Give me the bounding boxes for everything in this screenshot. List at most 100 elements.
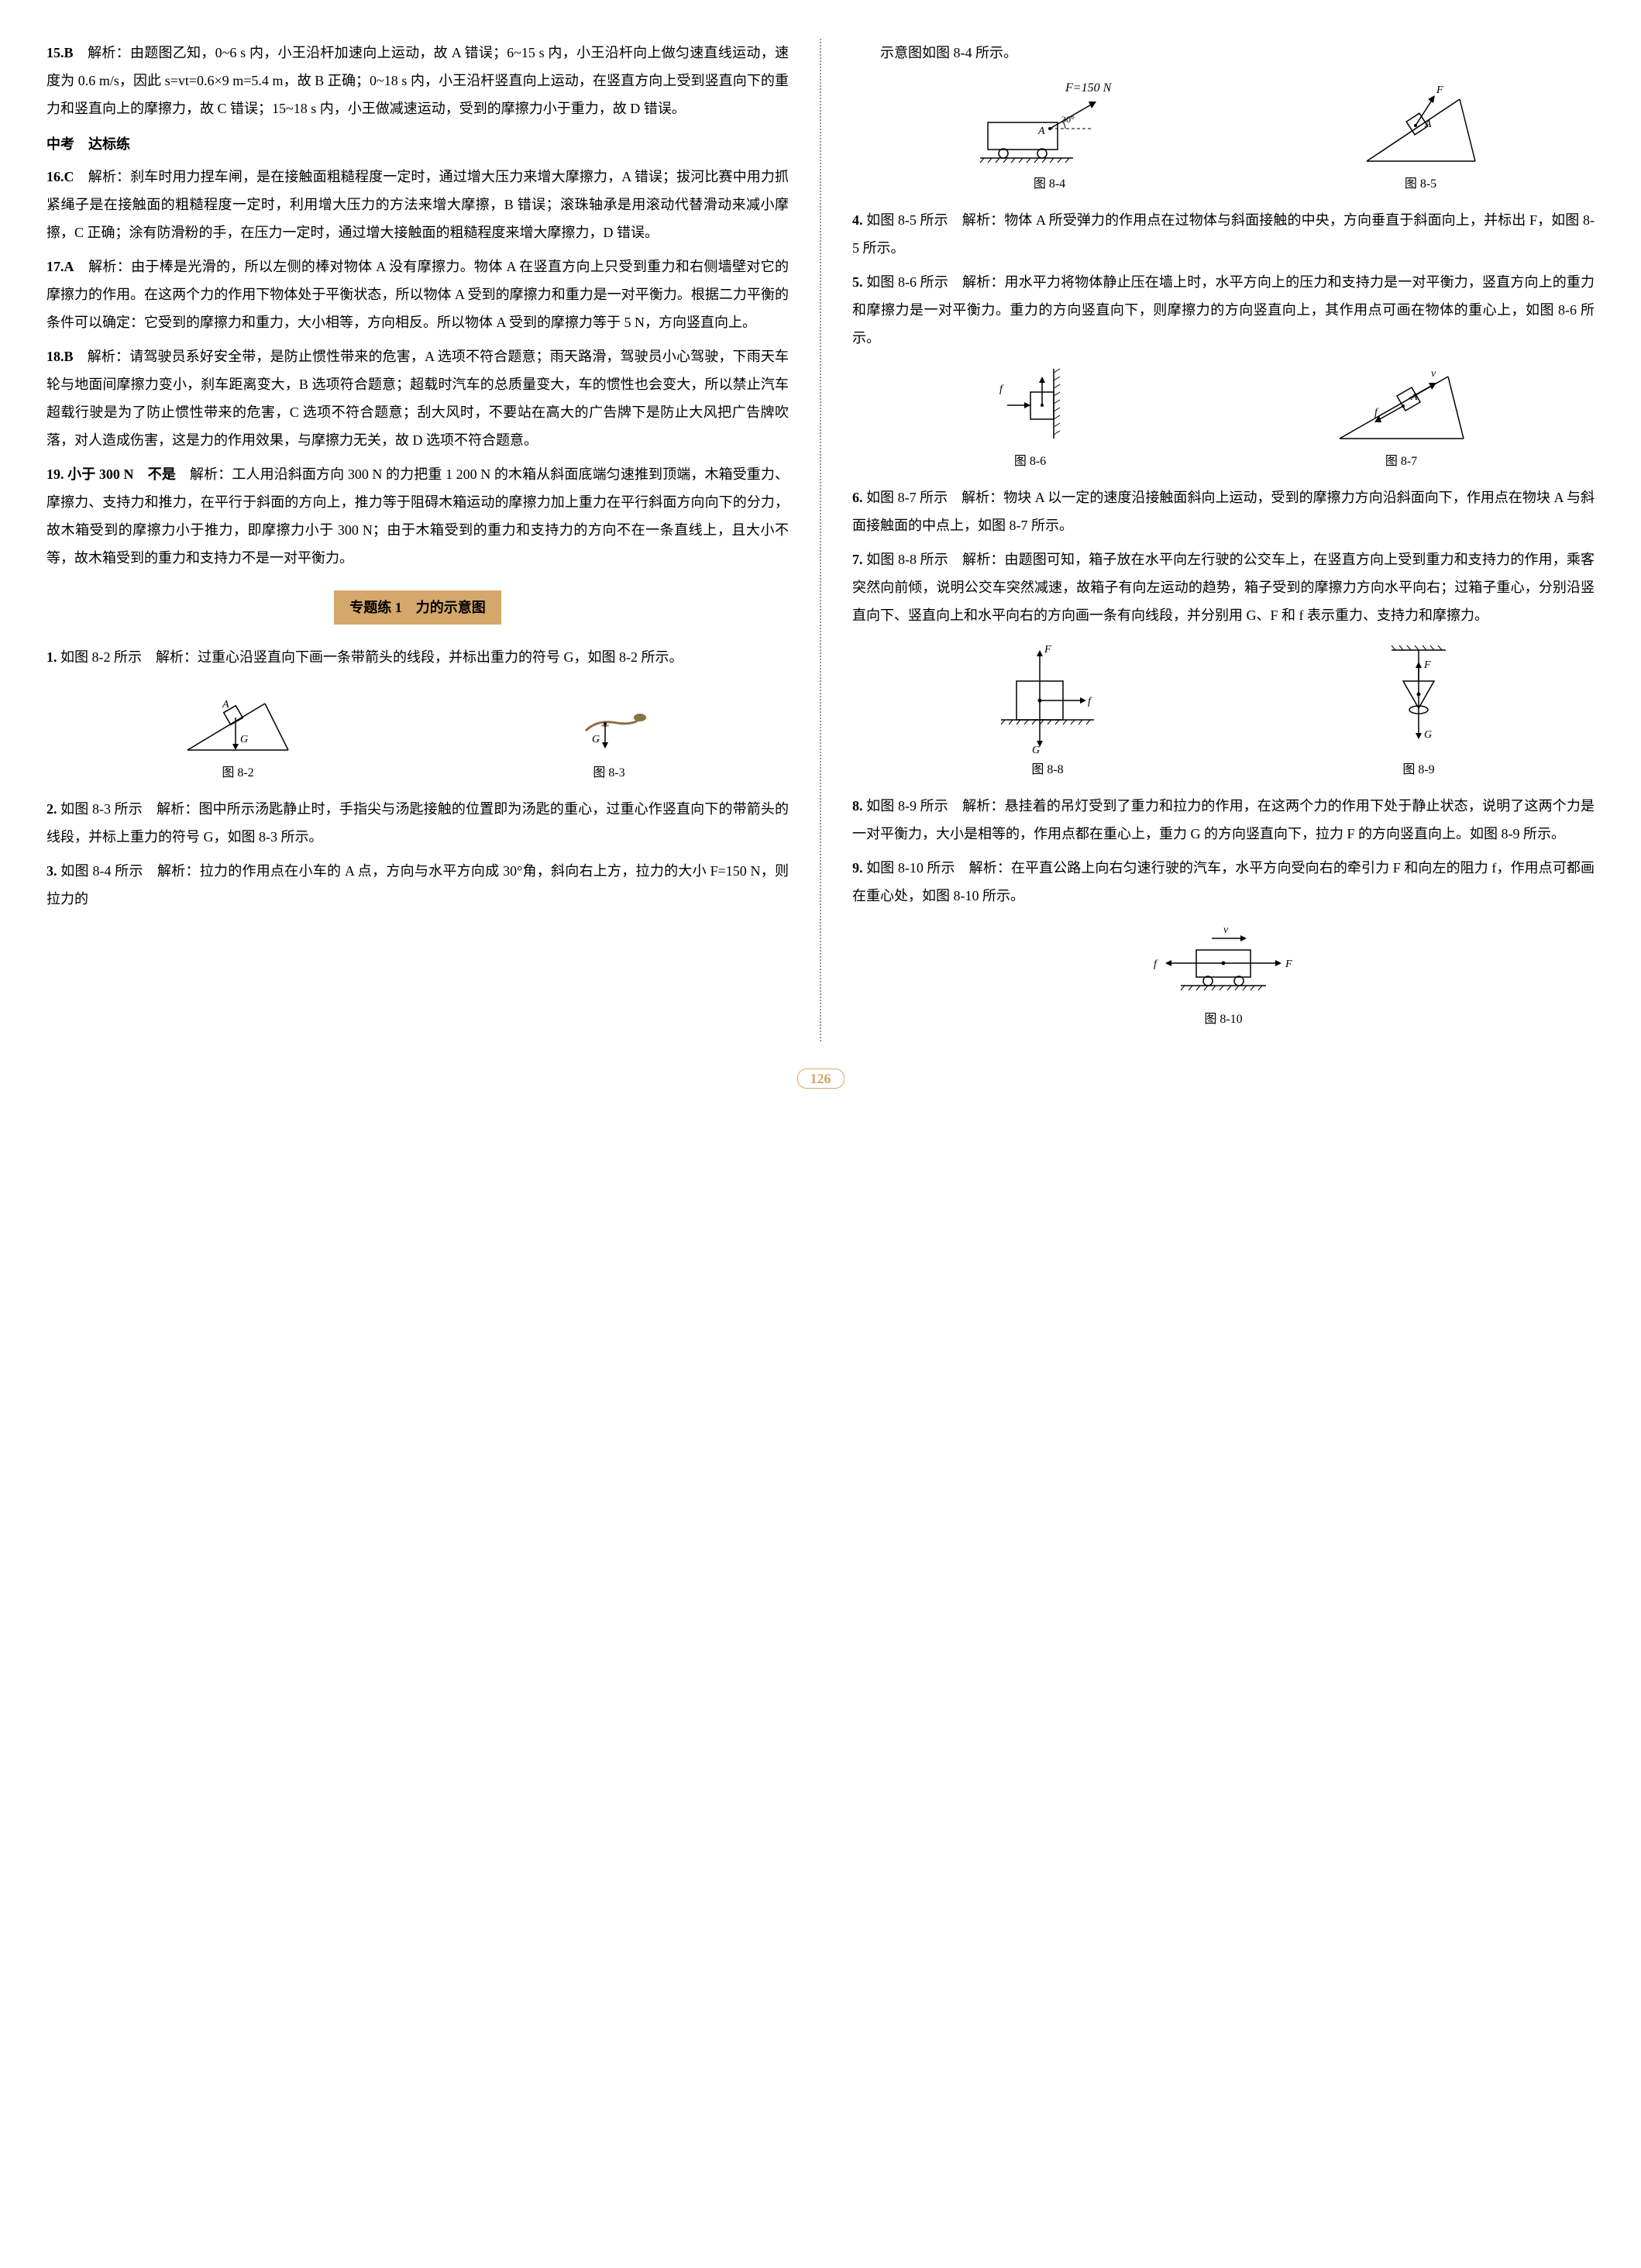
fig-8-7-caption: 图 8-7 xyxy=(1385,449,1417,474)
q15: 15.B 解析：由题图乙知，0~6 s 内，小王沿杆加速向上运动，故 A 错误；… xyxy=(46,39,789,122)
q15-label: 15.B xyxy=(46,45,74,60)
p7-label: 7. xyxy=(852,552,863,567)
fig-8-9-svg: F G xyxy=(1368,638,1469,755)
fig-row-8-2-3: A G 图 8-2 G 图 8-3 xyxy=(46,680,789,786)
fig-8-4-svg: F=150 N A 30° xyxy=(965,76,1135,169)
q19-label: 19. 小于 300 N 不是 xyxy=(46,466,176,482)
svg-text:f: f xyxy=(1088,696,1092,707)
cont-text: 示意图如图 8-4 所示。 xyxy=(852,39,1595,67)
fig-8-5-caption: 图 8-5 xyxy=(1405,172,1436,197)
p5: 5. 如图 8-6 所示 解析：用水平力将物体静止压在墙上时，水平方向上的压力和… xyxy=(852,268,1595,352)
svg-text:v: v xyxy=(1431,368,1436,380)
p6: 6. 如图 8-7 所示 解析：物块 A 以一定的速度沿接触面斜向上运动，受到的… xyxy=(852,484,1595,539)
fig-8-4: F=150 N A 30° 图 8-4 xyxy=(965,76,1135,197)
q18-label: 18.B xyxy=(46,349,74,364)
svg-text:A: A xyxy=(222,699,229,711)
svg-text:F: F xyxy=(1423,659,1431,671)
p5-text: 如图 8-6 所示 解析：用水平力将物体静止压在墙上时，水平方向上的压力和支持力… xyxy=(852,274,1595,346)
fig-8-8: F G f 图 8-8 xyxy=(978,638,1117,783)
svg-text:G: G xyxy=(240,734,248,745)
svg-text:F: F xyxy=(1285,958,1292,970)
q17: 17.A 解析：由于棒是光滑的，所以左侧的棒对物体 A 没有摩擦力。物体 A 在… xyxy=(46,253,789,336)
fig-row-8-10: F f v 图 8-10 xyxy=(852,919,1595,1032)
p8-label: 8. xyxy=(852,798,863,814)
p3: 3. 如图 8-4 所示 解析：拉力的作用点在小车的 A 点，方向与水平方向成 … xyxy=(46,857,789,913)
fig-8-7-svg: A v f xyxy=(1332,361,1471,446)
fig-8-3: G 图 8-3 xyxy=(562,680,655,786)
q16-text: 解析：刹车时用力捏车闸，是在接触面粗糙程度一定时，通过增大压力来增大摩擦力，A … xyxy=(46,169,789,240)
svg-text:F: F xyxy=(1044,644,1051,656)
q17-text: 解析：由于棒是光滑的，所以左侧的棒对物体 A 没有摩擦力。物体 A 在竖直方向上… xyxy=(46,259,789,330)
p4-label: 4. xyxy=(852,212,863,228)
column-divider xyxy=(820,39,821,1041)
q19: 19. 小于 300 N 不是 解析：工人用沿斜面方向 300 N 的力把重 1… xyxy=(46,460,789,572)
p8: 8. 如图 8-9 所示 解析：悬挂着的吊灯受到了重力和拉力的作用，在这两个力的… xyxy=(852,792,1595,848)
p4-text: 如图 8-5 所示 解析：物体 A 所受弹力的作用点在过物体与斜面接触的中央，方… xyxy=(852,212,1595,256)
p4: 4. 如图 8-5 所示 解析：物体 A 所受弹力的作用点在过物体与斜面接触的中… xyxy=(852,206,1595,262)
fig-8-2-svg: A G xyxy=(180,680,296,758)
topic-header-wrap: 专题练 1 力的示意图 xyxy=(46,581,789,634)
svg-text:G: G xyxy=(1032,745,1040,755)
left-column: 15.B 解析：由题图乙知，0~6 s 内，小王沿杆加速向上运动，故 A 错误；… xyxy=(46,39,789,1041)
fig-8-8-svg: F G f xyxy=(978,638,1117,755)
q16-label: 16.C xyxy=(46,169,74,184)
page-container: 15.B 解析：由题图乙知，0~6 s 内，小王沿杆加速向上运动，故 A 错误；… xyxy=(46,39,1595,1041)
fig-8-8-caption: 图 8-8 xyxy=(1031,758,1063,783)
fig-row-8-6-7: f 图 8-6 A v f xyxy=(852,361,1595,474)
p5-label: 5. xyxy=(852,274,863,290)
svg-text:A: A xyxy=(1037,126,1045,137)
svg-text:F: F xyxy=(1436,84,1443,96)
fig-8-5-svg: A F xyxy=(1359,76,1483,169)
p9-label: 9. xyxy=(852,860,863,876)
q15-text: 解析：由题图乙知，0~6 s 内，小王沿杆加速向上运动，故 A 错误；6~15 … xyxy=(46,45,789,116)
svg-text:G: G xyxy=(592,734,600,745)
fig-row-8-8-9: F G f 图 8-8 xyxy=(852,638,1595,783)
fig-row-8-4-5: F=150 N A 30° 图 8-4 xyxy=(852,76,1595,197)
svg-text:f: f xyxy=(1154,958,1158,970)
p7: 7. 如图 8-8 所示 解析：由题图可知，箱子放在水平向左行驶的公交车上，在竖… xyxy=(852,545,1595,629)
fig-8-10-svg: F f v xyxy=(1138,919,1309,1004)
p1-text: 如图 8-2 所示 解析：过重心沿竖直向下画一条带箭头的线段，并标出重力的符号 … xyxy=(57,649,683,665)
fig-8-7: A v f 图 8-7 xyxy=(1332,361,1471,474)
svg-text:30°: 30° xyxy=(1061,114,1075,125)
p2-text: 如图 8-3 所示 解析：图中所示汤匙静止时，手指尖与汤匙接触的位置即为汤匙的重… xyxy=(46,801,789,845)
page-number-value: 126 xyxy=(797,1069,845,1089)
svg-text:A: A xyxy=(1424,119,1432,130)
p2: 2. 如图 8-3 所示 解析：图中所示汤匙静止时，手指尖与汤匙接触的位置即为汤… xyxy=(46,795,789,851)
right-column: 示意图如图 8-4 所示。 F=150 N A 30° xyxy=(852,39,1595,1041)
fig-8-4-F-label: F=150 N xyxy=(1065,81,1113,95)
fig-8-2: A G 图 8-2 xyxy=(180,680,296,786)
p3-text: 如图 8-4 所示 解析：拉力的作用点在小车的 A 点，方向与水平方向成 30°… xyxy=(46,863,789,907)
p9: 9. 如图 8-10 所示 解析：在平直公路上向右匀速行驶的汽车，水平方向受向右… xyxy=(852,854,1595,910)
fig-8-10-caption: 图 8-10 xyxy=(1204,1007,1242,1032)
p7-text: 如图 8-8 所示 解析：由题图可知，箱子放在水平向左行驶的公交车上，在竖直方向… xyxy=(852,552,1595,623)
fig-8-6: f 图 8-6 xyxy=(976,361,1085,474)
fig-8-5: A F 图 8-5 xyxy=(1359,76,1483,197)
q16: 16.C 解析：刹车时用力捏车闸，是在接触面粗糙程度一定时，通过增大压力来增大摩… xyxy=(46,163,789,246)
p6-text: 如图 8-7 所示 解析：物块 A 以一定的速度沿接触面斜向上运动，受到的摩擦力… xyxy=(852,490,1595,533)
fig-8-4-caption: 图 8-4 xyxy=(1034,172,1065,197)
midexam-heading: 中考 达标练 xyxy=(46,130,789,158)
p1: 1. 如图 8-2 所示 解析：过重心沿竖直向下画一条带箭头的线段，并标出重力的… xyxy=(46,643,789,671)
p9-text: 如图 8-10 所示 解析：在平直公路上向右匀速行驶的汽车，水平方向受向右的牵引… xyxy=(852,860,1595,903)
svg-text:f: f xyxy=(999,384,1004,395)
p1-label: 1. xyxy=(46,649,57,665)
q18: 18.B 解析：请驾驶员系好安全带，是防止惯性带来的危害，A 选项不符合题意；雨… xyxy=(46,342,789,454)
p2-label: 2. xyxy=(46,801,57,817)
fig-8-6-svg: f xyxy=(976,361,1085,446)
svg-text:G: G xyxy=(1424,729,1432,741)
q17-label: 17.A xyxy=(46,259,74,274)
topic-header: 专题练 1 力的示意图 xyxy=(334,590,501,625)
fig-8-6-caption: 图 8-6 xyxy=(1014,449,1046,474)
p6-label: 6. xyxy=(852,490,863,505)
page-number: 126 xyxy=(46,1065,1595,1093)
fig-8-3-svg: G xyxy=(562,680,655,758)
q18-text: 解析：请驾驶员系好安全带，是防止惯性带来的危害，A 选项不符合题意；雨天路滑，驾… xyxy=(46,349,789,448)
fig-8-2-caption: 图 8-2 xyxy=(222,761,253,786)
fig-8-9-caption: 图 8-9 xyxy=(1402,758,1434,783)
fig-8-9: F G 图 8-9 xyxy=(1368,638,1469,783)
p8-text: 如图 8-9 所示 解析：悬挂着的吊灯受到了重力和拉力的作用，在这两个力的作用下… xyxy=(852,798,1595,841)
p3-label: 3. xyxy=(46,863,57,879)
svg-text:v: v xyxy=(1223,924,1229,936)
fig-8-3-caption: 图 8-3 xyxy=(593,761,624,786)
